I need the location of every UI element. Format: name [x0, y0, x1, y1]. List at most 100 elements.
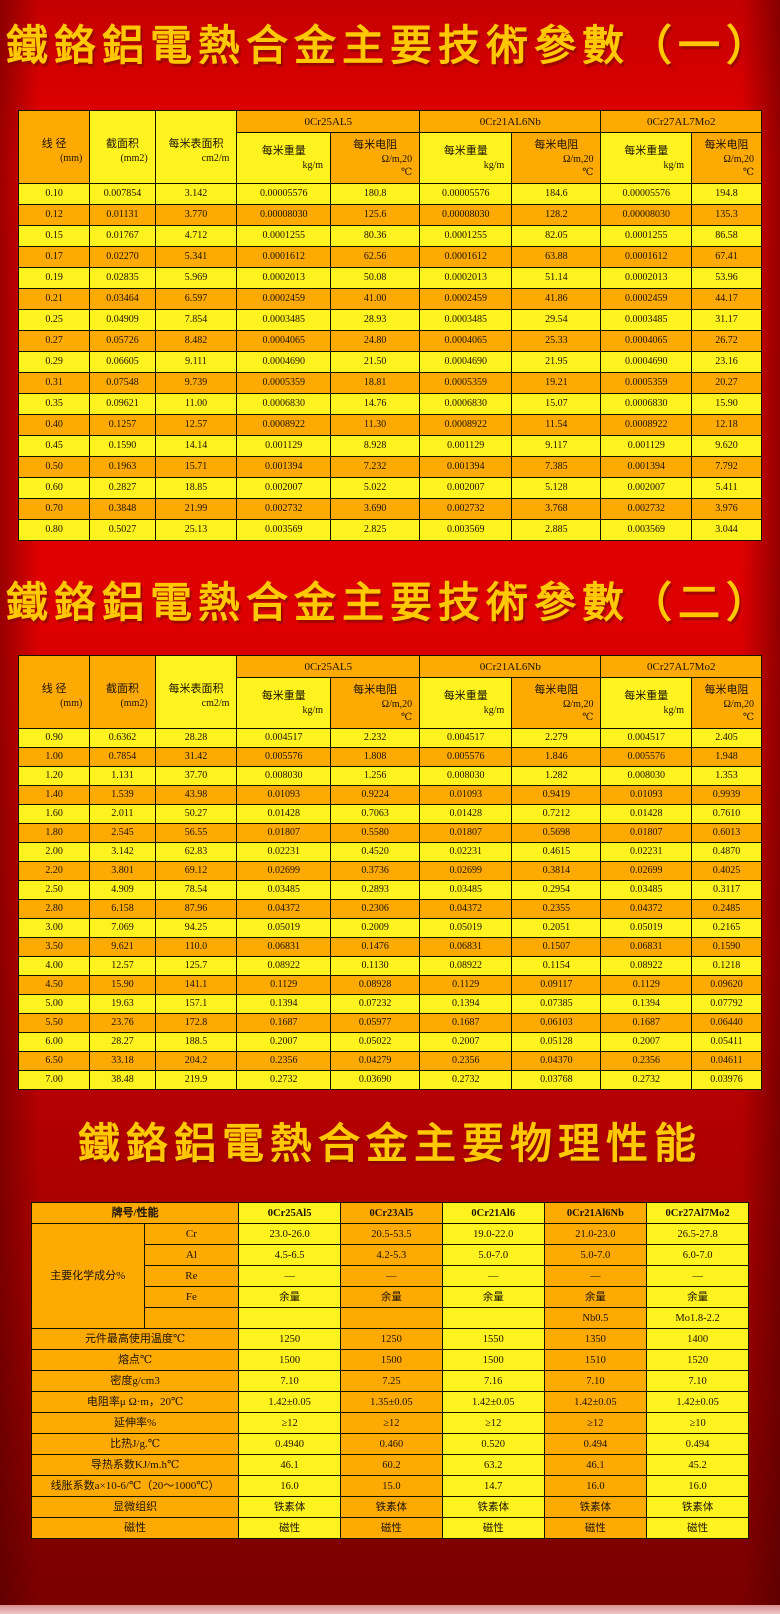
- table-cell: —: [646, 1265, 749, 1287]
- table-cell: 铁素体: [646, 1496, 749, 1518]
- table-cell: 0.01807: [600, 823, 693, 843]
- table-cell: 3.770: [154, 204, 238, 226]
- table-cell: 0.1507: [511, 937, 602, 957]
- table-cell: 0.5580: [330, 823, 421, 843]
- table-cell: 1.42±0.05: [238, 1391, 342, 1413]
- table-cell: 0.0001255: [419, 225, 513, 247]
- header-line: (mm2): [120, 153, 148, 164]
- table-cell: 14.76: [330, 393, 421, 415]
- table-cell: 0.0001612: [236, 246, 332, 268]
- table-cell: 0.9939: [691, 785, 762, 805]
- table-cell: 4.00: [17, 956, 91, 976]
- table-cell: 0.3848: [89, 498, 156, 520]
- alloy-name: 0Cr27AL7Mo2: [600, 655, 762, 678]
- table-row: 线胀系数a×10-6/℃（20～1000℃） 16.0 15.0 14.7 16.0 16…: [30, 1475, 749, 1497]
- header-line: 每米电阻: [534, 138, 579, 151]
- physical-properties-table: 牌号/性能 0Cr25Al5 0Cr23Al5 0Cr21Al6 0Cr21Al6Nb 0…: [30, 1202, 749, 1539]
- table-cell: 1500: [340, 1349, 443, 1371]
- table-cell: 0.08922: [600, 956, 693, 976]
- table-row: 0.17 0.02270 5.341 0.0001612 62.56 0.0001612 6…: [17, 246, 762, 268]
- table-cell: 0.01428: [236, 804, 332, 824]
- table-cell: 0.09117: [511, 975, 602, 995]
- table-row: 0.12 0.01131 3.770 0.00008030 125.6 0.0000803…: [17, 204, 762, 226]
- table-cell: 0.4870: [691, 842, 762, 862]
- table-cell: 21.0-23.0: [543, 1223, 648, 1245]
- table-cell: —: [441, 1265, 545, 1287]
- table-cell: 0.002007: [236, 477, 332, 499]
- header-line: ℃: [742, 166, 754, 178]
- sub-header-row: 每米重量 kg/m 每米电阻 Ω/m,20 ℃ 每米重量 kg/m 每米电阻 Ω…: [19, 677, 762, 729]
- header-line: kg/m: [663, 160, 685, 171]
- table-cell: 46.1: [238, 1454, 342, 1476]
- table-cell: 0.001129: [419, 435, 513, 457]
- table-cell: 余量: [238, 1286, 342, 1308]
- table-cell: 4.2-5.3: [340, 1244, 443, 1266]
- table-cell: 0.0002459: [419, 288, 513, 310]
- table-cell: 38.48: [89, 1070, 156, 1090]
- header-weight-per-meter: 每米重量 kg/m: [419, 132, 513, 184]
- table-cell: 0.03768: [511, 1070, 602, 1090]
- table-row: 0.10 0.007854 3.142 0.00005576 180.8 0.000055…: [17, 183, 762, 205]
- header-line: Ω/m,20: [381, 153, 413, 165]
- table-cell: 4.909: [89, 880, 156, 900]
- table-cell: [238, 1307, 342, 1329]
- table-row: 熔点℃ 1500 1500 1500 1510 1520: [30, 1349, 749, 1371]
- table-cell: 5.411: [691, 477, 762, 499]
- table-cell: 0.1394: [600, 994, 693, 1014]
- table-cell: —: [543, 1265, 648, 1287]
- table-cell: 1500: [441, 1349, 545, 1371]
- table-cell: 11.30: [330, 414, 421, 436]
- alloy-name: 0Cr27AL7Mo2: [600, 110, 762, 133]
- table-row: 4.00 12.57 125.7 0.08922 0.1130 0.08922 0.1154…: [17, 956, 762, 976]
- table-cell: 0.80: [17, 519, 91, 541]
- table-cell: 1.60: [17, 804, 91, 824]
- table-row: 0.70 0.3848 21.99 0.002732 3.690 0.002732 3.76…: [17, 498, 762, 520]
- table-cell: 0.02270: [89, 246, 156, 268]
- table-cell: 铁素体: [441, 1496, 545, 1518]
- table-row: 5.50 23.76 172.8 0.1687 0.05977 0.1687 0.06103…: [17, 1013, 762, 1033]
- table-cell: 1.353: [691, 766, 762, 786]
- table-cell: 56.55: [154, 823, 238, 843]
- table-cell: 94.25: [154, 918, 238, 938]
- table-cell: 0.01131: [89, 204, 156, 226]
- table-cell: 31.42: [154, 747, 238, 767]
- table-cell: 0.4940: [238, 1433, 342, 1455]
- header-weight-per-meter: 每米重量 kg/m: [600, 677, 693, 729]
- table-cell: 0.008030: [600, 766, 693, 786]
- table-cell: 0.0008922: [600, 414, 693, 436]
- alloy-band-row: 线 径 (mm) 截面积 (mm2) 每米表面积 cm2/m 0Cr25AL5 …: [17, 655, 762, 729]
- table-cell: 0.2007: [600, 1032, 693, 1052]
- table-cell: 2.545: [89, 823, 156, 843]
- table-cell: 0.1130: [330, 956, 421, 976]
- table-cell: 0.1257: [89, 414, 156, 436]
- table-cell: 0.2732: [419, 1070, 513, 1090]
- table-cell: 9.739: [154, 372, 238, 394]
- table-cell: 50.27: [154, 804, 238, 824]
- table-row: 0.40 0.1257 12.57 0.0008922 11.30 0.0008922 11…: [17, 414, 762, 436]
- table-cell: 0.02231: [600, 842, 693, 862]
- table-cell: 0.5698: [511, 823, 602, 843]
- header-weight-per-meter: 每米重量 kg/m: [236, 132, 332, 184]
- table-cell: 1.948: [691, 747, 762, 767]
- table-cell: 0.1963: [89, 456, 156, 478]
- table-cell: 41.86: [511, 288, 602, 310]
- table-cell: 18.81: [330, 372, 421, 394]
- table-cell: 0.003569: [419, 519, 513, 541]
- table-row: 0.27 0.05726 8.482 0.0004065 24.80 0.0004065 2…: [17, 330, 762, 352]
- table-cell: 2.50: [17, 880, 91, 900]
- table-cell: 0.09620: [691, 975, 762, 995]
- table-cell: 0.3117: [691, 880, 762, 900]
- table-cell: 0.12: [17, 204, 91, 226]
- table-cell: 7.385: [511, 456, 602, 478]
- table-cell: 0.2355: [511, 899, 602, 919]
- header-line: 每米重量: [443, 690, 488, 702]
- header-line: kg/m: [483, 160, 505, 171]
- header-line: 线 径: [41, 683, 67, 695]
- table-cell: 5.969: [154, 267, 238, 289]
- table-cell: 0.0003485: [419, 309, 513, 331]
- table-cell: 0.004517: [419, 728, 513, 748]
- table-cell: 0.06831: [236, 937, 332, 957]
- header-line: 每米电阻: [534, 683, 579, 696]
- table-cell: 6.0-7.0: [646, 1244, 749, 1266]
- table-cell: 0.1129: [419, 975, 513, 995]
